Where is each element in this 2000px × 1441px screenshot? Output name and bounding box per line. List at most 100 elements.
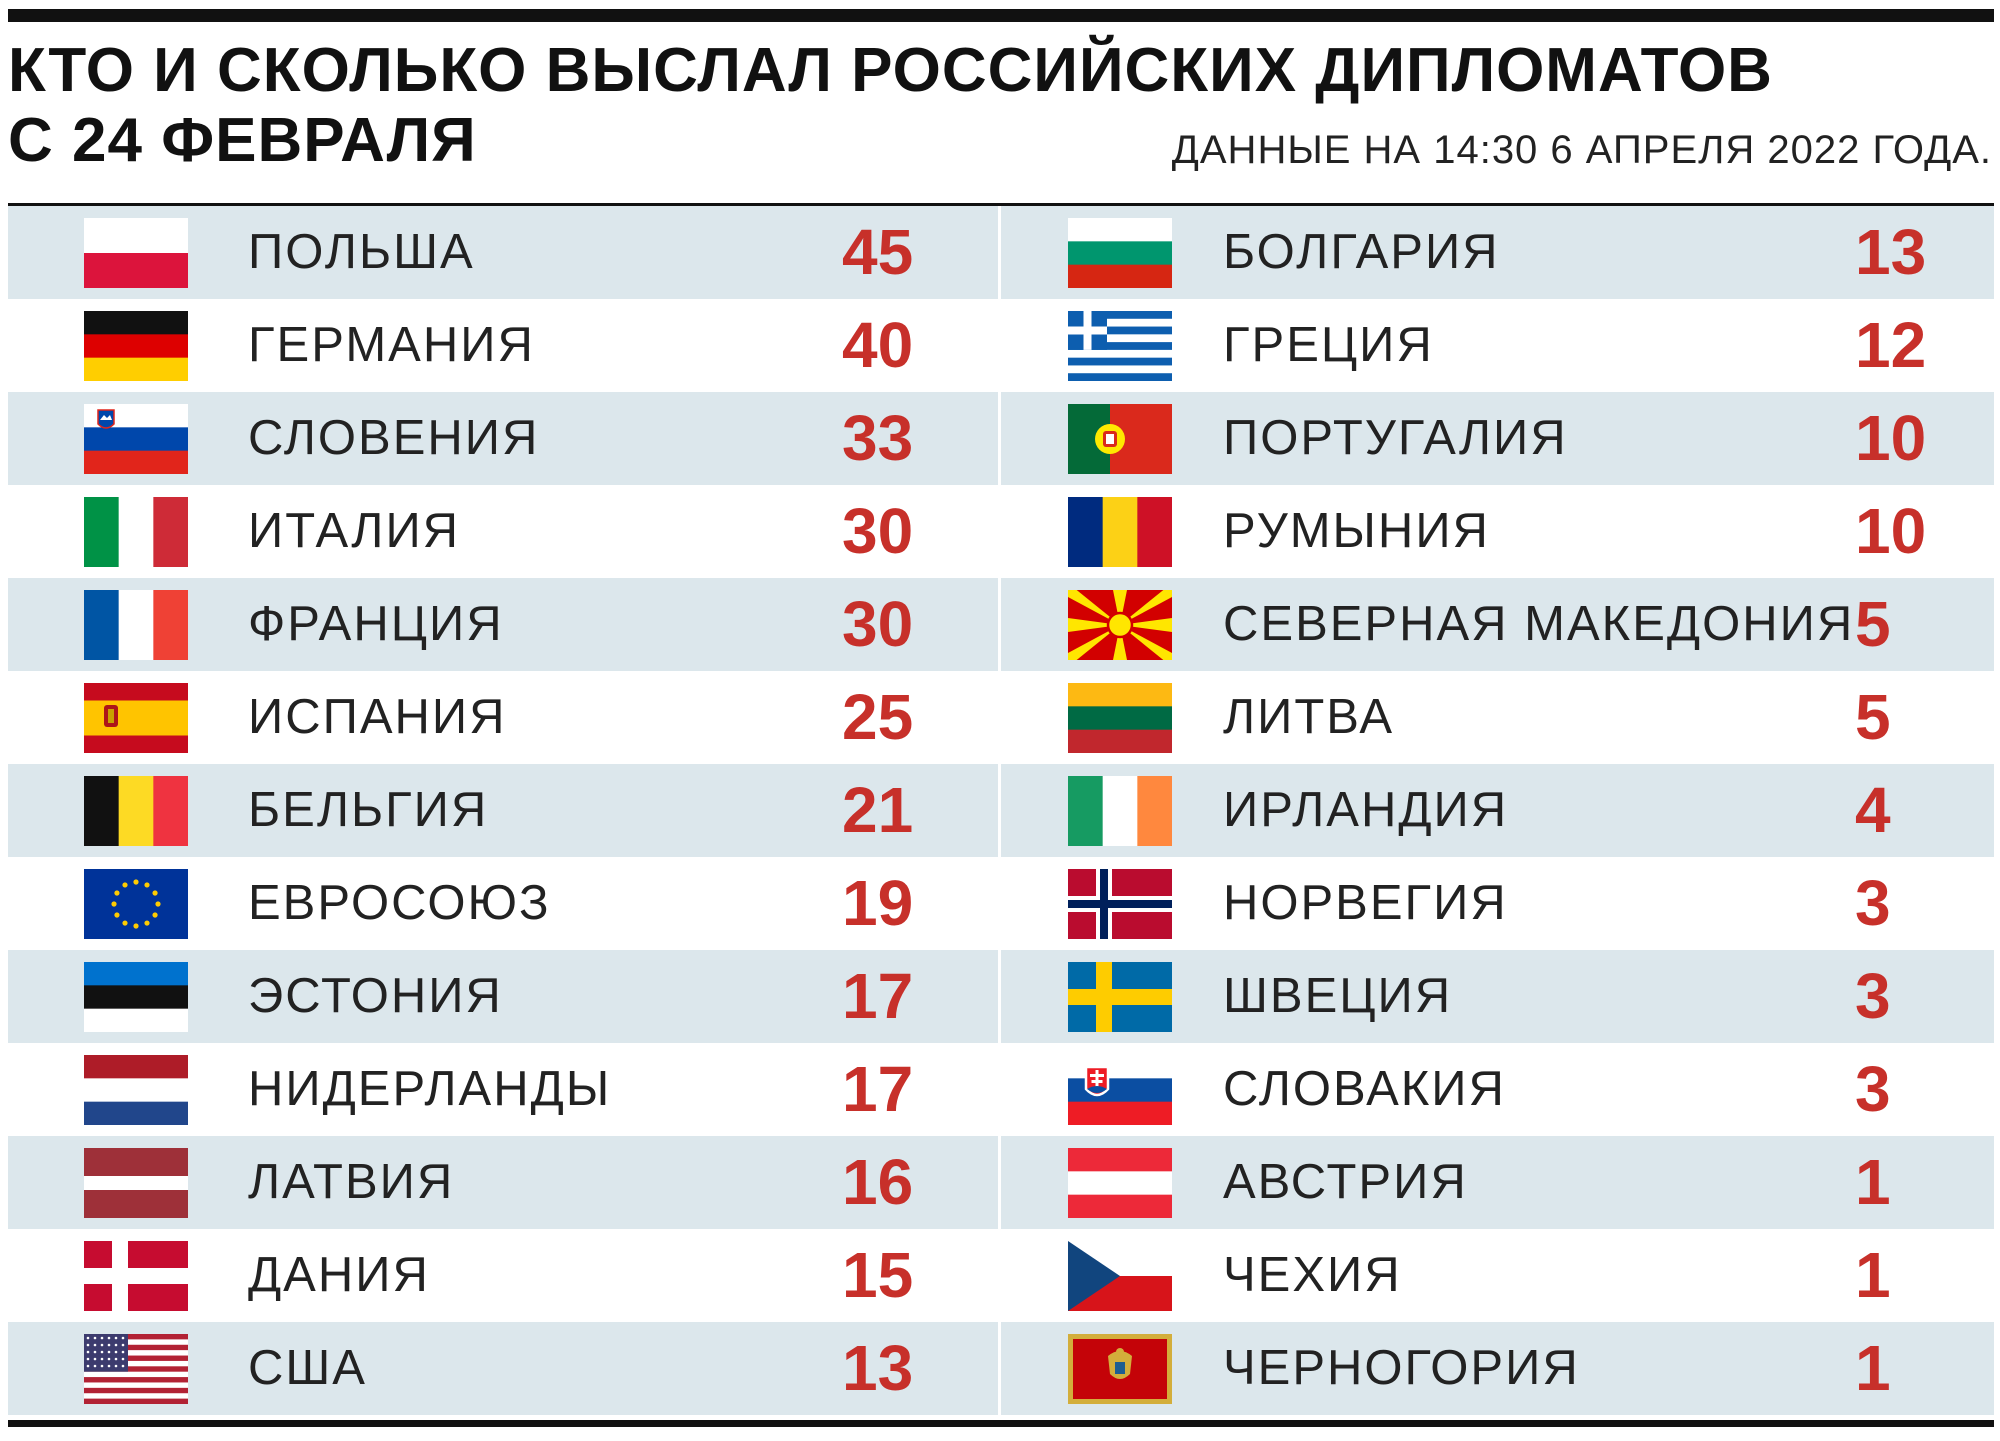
portugal-flag-icon bbox=[1068, 404, 1172, 474]
table-row: РУМЫНИЯ 10 bbox=[1001, 485, 1994, 578]
expelled-count: 3 bbox=[1855, 960, 1891, 1032]
country-name: НОРВЕГИЯ bbox=[1223, 876, 1508, 930]
table-row: ДАНИЯ 15 bbox=[8, 1229, 998, 1322]
country-name: СЛОВЕНИЯ bbox=[248, 411, 540, 465]
expelled-count: 13 bbox=[1855, 216, 1927, 288]
expelled-count: 21 bbox=[842, 774, 914, 846]
country-name: ДАНИЯ bbox=[248, 1248, 430, 1302]
country-name: ГЕРМАНИЯ bbox=[248, 318, 535, 372]
table-row: СЛОВАКИЯ 3 bbox=[1001, 1043, 1994, 1136]
table-row: ЧЕХИЯ 1 bbox=[1001, 1229, 1994, 1322]
country-name: БОЛГАРИЯ bbox=[1223, 225, 1500, 279]
expelled-count: 10 bbox=[1855, 495, 1927, 567]
table-row: НИДЕРЛАНДЫ 17 bbox=[8, 1043, 998, 1136]
expelled-count: 16 bbox=[842, 1146, 914, 1218]
lithuania-flag-icon bbox=[1068, 683, 1172, 753]
expelled-count: 5 bbox=[1855, 681, 1891, 753]
table-right-column: БОЛГАРИЯ 13 ГРЕЦИЯ 12 ПОРТУГАЛИЯ 10 РУМЫНИЯ 10 С… bbox=[1001, 206, 1994, 1416]
expelled-count: 12 bbox=[1855, 309, 1927, 381]
country-name: СЕВЕРНАЯ МАКЕДОНИЯ bbox=[1223, 597, 1855, 651]
country-name: ГРЕЦИЯ bbox=[1223, 318, 1434, 372]
table-row: ЛАТВИЯ 16 bbox=[8, 1136, 998, 1229]
country-name: РУМЫНИЯ bbox=[1223, 504, 1490, 558]
top-rule bbox=[8, 9, 1994, 22]
expelled-count: 17 bbox=[842, 960, 914, 1032]
page-title-line-1: КТО И СКОЛЬКО ВЫСЛАЛ РОССИЙСКИХ ДИПЛОМАТ… bbox=[8, 36, 1773, 105]
table-row: ПОЛЬША 45 bbox=[8, 206, 998, 299]
expelled-count: 10 bbox=[1855, 402, 1927, 474]
country-name: БЕЛЬГИЯ bbox=[248, 783, 489, 837]
usa-flag-icon bbox=[84, 1334, 188, 1404]
country-name: СЛОВАКИЯ bbox=[1223, 1062, 1506, 1116]
expelled-count: 45 bbox=[842, 216, 914, 288]
table-row: ГРЕЦИЯ 12 bbox=[1001, 299, 1994, 392]
expelled-count: 33 bbox=[842, 402, 914, 474]
table-row: ЭСТОНИЯ 17 bbox=[8, 950, 998, 1043]
italy-flag-icon bbox=[84, 497, 188, 567]
country-name: ИТАЛИЯ bbox=[248, 504, 461, 558]
north-macedonia-flag-icon bbox=[1068, 590, 1172, 660]
country-name: ИСПАНИЯ bbox=[248, 690, 507, 744]
country-name: НИДЕРЛАНДЫ bbox=[248, 1062, 612, 1116]
country-name: ФРАНЦИЯ bbox=[248, 597, 504, 651]
expelled-count: 13 bbox=[842, 1332, 914, 1404]
slovenia-flag-icon bbox=[84, 404, 188, 474]
spain-flag-icon bbox=[84, 683, 188, 753]
expelled-count: 25 bbox=[842, 681, 914, 753]
table-row: ИРЛАНДИЯ 4 bbox=[1001, 764, 1994, 857]
table-row: ГЕРМАНИЯ 40 bbox=[8, 299, 998, 392]
table-row: НОРВЕГИЯ 3 bbox=[1001, 857, 1994, 950]
table-row: АВСТРИЯ 1 bbox=[1001, 1136, 1994, 1229]
netherlands-flag-icon bbox=[84, 1055, 188, 1125]
country-name: АВСТРИЯ bbox=[1223, 1155, 1468, 1209]
country-name: США bbox=[248, 1341, 367, 1395]
expelled-count: 3 bbox=[1855, 1053, 1891, 1125]
expelled-count: 5 bbox=[1855, 588, 1891, 660]
expelled-count: 19 bbox=[842, 867, 914, 939]
belgium-flag-icon bbox=[84, 776, 188, 846]
table-left-column: ПОЛЬША 45 ГЕРМАНИЯ 40 СЛОВЕНИЯ 33 ИТАЛИЯ 30 ФРАН… bbox=[8, 206, 998, 1416]
expelled-count: 40 bbox=[842, 309, 914, 381]
expelled-count: 17 bbox=[842, 1053, 914, 1125]
eu-flag-icon bbox=[84, 869, 188, 939]
country-name: ЛАТВИЯ bbox=[248, 1155, 455, 1209]
czechia-flag-icon bbox=[1068, 1241, 1172, 1311]
page-title-line-2: С 24 ФЕВРАЛЯ bbox=[8, 106, 477, 175]
table-row: ЕВРОСОЮЗ 19 bbox=[8, 857, 998, 950]
expelled-count: 1 bbox=[1855, 1146, 1891, 1218]
expelled-count: 1 bbox=[1855, 1332, 1891, 1404]
country-name: ЭСТОНИЯ bbox=[248, 969, 503, 1023]
expelled-count: 30 bbox=[842, 495, 914, 567]
expelled-count: 30 bbox=[842, 588, 914, 660]
expelled-count: 1 bbox=[1855, 1239, 1891, 1311]
country-name: ЧЕХИЯ bbox=[1223, 1248, 1402, 1302]
table-row: ИСПАНИЯ 25 bbox=[8, 671, 998, 764]
table-row: ШВЕЦИЯ 3 bbox=[1001, 950, 1994, 1043]
latvia-flag-icon bbox=[84, 1148, 188, 1218]
expelled-count: 3 bbox=[1855, 867, 1891, 939]
expelled-count: 15 bbox=[842, 1239, 914, 1311]
country-name: ПОЛЬША bbox=[248, 225, 475, 279]
estonia-flag-icon bbox=[84, 962, 188, 1032]
austria-flag-icon bbox=[1068, 1148, 1172, 1218]
germany-flag-icon bbox=[84, 311, 188, 381]
table-row: ПОРТУГАЛИЯ 10 bbox=[1001, 392, 1994, 485]
sweden-flag-icon bbox=[1068, 962, 1172, 1032]
denmark-flag-icon bbox=[84, 1241, 188, 1311]
table-row: ФРАНЦИЯ 30 bbox=[8, 578, 998, 671]
table-row: СЛОВЕНИЯ 33 bbox=[8, 392, 998, 485]
bottom-rule bbox=[8, 1420, 1994, 1427]
table-row: БОЛГАРИЯ 13 bbox=[1001, 206, 1994, 299]
table-row: ИТАЛИЯ 30 bbox=[8, 485, 998, 578]
greece-flag-icon bbox=[1068, 311, 1172, 381]
country-name: ШВЕЦИЯ bbox=[1223, 969, 1453, 1023]
header-divider bbox=[8, 203, 1994, 206]
bulgaria-flag-icon bbox=[1068, 218, 1172, 288]
romania-flag-icon bbox=[1068, 497, 1172, 567]
expelled-count: 4 bbox=[1855, 774, 1891, 846]
country-name: ИРЛАНДИЯ bbox=[1223, 783, 1509, 837]
country-name: ЕВРОСОЮЗ bbox=[248, 876, 551, 930]
ireland-flag-icon bbox=[1068, 776, 1172, 846]
poland-flag-icon bbox=[84, 218, 188, 288]
data-date-note: ДАННЫЕ НА 14:30 6 АПРЕЛЯ 2022 ГОДА. bbox=[1171, 128, 1992, 172]
